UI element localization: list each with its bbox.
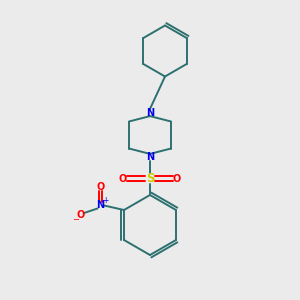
Text: O: O: [173, 173, 181, 184]
Text: O: O: [77, 209, 85, 220]
Text: +: +: [102, 196, 108, 205]
Text: N: N: [146, 152, 154, 163]
Text: O: O: [96, 182, 105, 193]
Text: −: −: [72, 215, 80, 224]
Text: O: O: [119, 173, 127, 184]
Text: N: N: [96, 200, 105, 211]
Text: S: S: [146, 172, 154, 185]
Text: N: N: [146, 107, 154, 118]
